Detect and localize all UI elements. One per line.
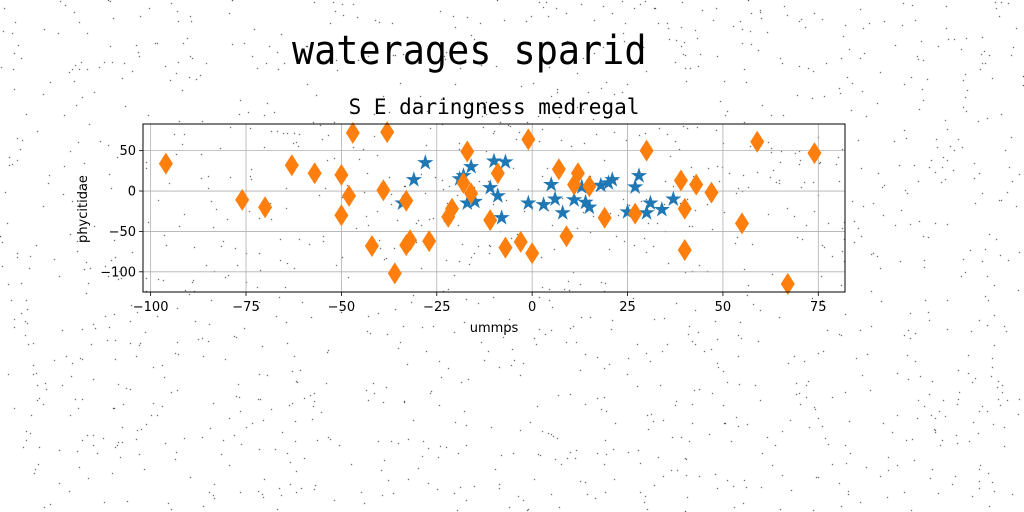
x-tick-label: 50 [715,300,732,315]
y-tick-label: 0 [128,185,136,200]
diamond-point [460,140,475,163]
x-axis-label: ummps [470,321,519,336]
x-tick-label: −100 [133,300,169,315]
star-point [630,167,648,183]
diamond-point [559,225,574,248]
figure-suptitle: waterages sparid [292,28,647,74]
star-point [581,198,598,215]
diamond-point [342,184,357,207]
star-point [604,171,621,187]
diamond-point [597,206,612,229]
diamond-point [464,182,479,205]
diamond-point [750,130,765,153]
star-point [627,178,644,194]
diamond-point [258,196,273,219]
diamond-point [387,262,402,285]
star-point [520,194,537,211]
y-axis-ticks: −100 −50 0 50 [100,144,143,280]
diamond-point [780,272,795,295]
diamond-point [807,142,822,165]
diamond-point [689,173,704,196]
diamond-point [673,169,688,192]
diamond-point [521,128,536,151]
x-tick-label: −50 [328,300,355,315]
diamond-point [734,212,749,235]
star-point [600,174,617,190]
diamond-point [498,236,513,259]
diamond-point [334,204,349,227]
x-tick-label: 0 [528,300,536,315]
diamond-point [582,175,597,198]
star-point [489,187,506,203]
diamond-point [525,242,540,265]
diamond-point [235,188,250,211]
star-point [638,204,655,220]
diamond-point [570,162,585,185]
x-tick-label: −75 [232,300,259,315]
y-tick-label: −50 [109,225,136,240]
y-tick-label: 50 [119,144,136,159]
star-point [535,196,552,212]
diamond-point [639,139,654,162]
star-point [466,193,484,209]
diamond-point [677,239,692,261]
y-tick-label: −100 [100,265,136,280]
diamond-point [704,181,719,204]
star-point [653,201,670,217]
star-point [463,158,480,174]
star-point [493,209,510,225]
diamond-point [677,197,692,220]
diamond-point [403,229,418,252]
diamond-point [490,162,505,185]
star-point [543,176,560,192]
diamond-point [628,202,643,225]
diamond-point [284,154,299,177]
star-point [459,194,476,211]
star-point [573,178,590,194]
diamond-point [376,179,391,202]
star-point [566,191,583,207]
diamond-point [551,158,566,181]
star-point [405,171,422,187]
y-axis-label: phycitidae [76,175,91,243]
star-point [482,179,499,195]
x-axis-ticks: −100 −75 −50 −25 0 25 50 75 [133,292,827,315]
diamond-point [364,234,379,257]
series-2 [158,121,822,295]
diamond-point [307,162,322,185]
star-point [577,193,594,210]
star-point [497,153,514,169]
x-tick-label: 75 [810,300,827,315]
diamond-point [483,209,498,232]
x-tick-label: −25 [423,300,450,315]
diamond-point [345,121,360,144]
star-point [554,204,571,220]
star-point [592,176,609,193]
diamond-point [158,152,173,175]
plot-frame [142,123,846,293]
star-point [619,203,636,219]
diamond-point [399,189,414,212]
diamond-point [334,163,349,186]
diamond-point [513,230,528,253]
x-tick-label: 25 [619,300,636,315]
star-point [546,190,564,206]
star-point [485,152,503,169]
star-point [665,190,682,206]
diamond-point [422,230,437,253]
diamond-point [456,171,471,194]
star-point [642,194,659,211]
star-point [417,154,434,170]
diamond-point [380,121,395,144]
plot-area [158,121,822,295]
chart-title: S E daringness medregal [349,95,640,119]
diamond-point [445,197,460,220]
grid-lines [143,124,845,292]
